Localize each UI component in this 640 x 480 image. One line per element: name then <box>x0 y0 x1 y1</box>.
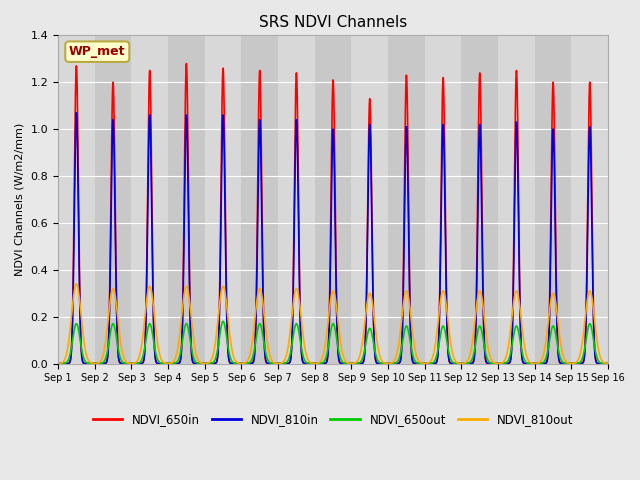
NDVI_650in <box>412 360 420 366</box>
Bar <box>425 36 461 363</box>
NDVI_650in <box>604 360 612 366</box>
Bar <box>241 36 278 363</box>
NDVI_650out <box>604 360 612 366</box>
NDVI_810in <box>384 360 392 366</box>
Y-axis label: NDVI Channels (W/m2/mm): NDVI Channels (W/m2/mm) <box>15 123 25 276</box>
NDVI_810out <box>604 360 612 366</box>
NDVI_650out <box>54 360 62 366</box>
NDVI_810in <box>465 360 472 366</box>
NDVI_650out <box>412 359 420 365</box>
NDVI_810in <box>412 360 420 366</box>
Bar <box>131 36 168 363</box>
NDVI_810out <box>154 344 162 349</box>
Text: WP_met: WP_met <box>69 45 125 58</box>
Bar <box>461 36 498 363</box>
Line: NDVI_650out: NDVI_650out <box>58 321 608 363</box>
NDVI_650out <box>384 360 392 366</box>
NDVI_810in <box>54 360 62 366</box>
NDVI_810out <box>54 360 62 366</box>
NDVI_650in <box>384 360 392 366</box>
NDVI_810out <box>384 360 392 366</box>
NDVI_650out <box>465 360 472 366</box>
NDVI_810in <box>604 360 612 366</box>
NDVI_650in <box>182 60 190 66</box>
NDVI_650out <box>264 358 272 364</box>
Bar <box>315 36 351 363</box>
NDVI_650in <box>507 357 515 363</box>
NDVI_810out <box>465 356 472 362</box>
NDVI_810in <box>264 360 272 366</box>
Bar <box>498 36 535 363</box>
Line: NDVI_810out: NDVI_810out <box>58 284 608 363</box>
NDVI_650out <box>154 358 162 363</box>
Bar <box>278 36 315 363</box>
NDVI_810out <box>72 281 80 287</box>
NDVI_650in <box>264 360 272 366</box>
Title: SRS NDVI Channels: SRS NDVI Channels <box>259 15 407 30</box>
Line: NDVI_810in: NDVI_810in <box>58 113 608 363</box>
NDVI_650out <box>220 318 227 324</box>
NDVI_650in <box>465 360 472 366</box>
Bar <box>351 36 388 363</box>
Bar <box>205 36 241 363</box>
NDVI_650in <box>54 360 62 366</box>
NDVI_810out <box>412 350 420 356</box>
Bar <box>168 36 205 363</box>
NDVI_810in <box>72 110 80 116</box>
NDVI_810in <box>507 358 515 364</box>
NDVI_650in <box>154 360 162 366</box>
Bar <box>58 36 95 363</box>
Legend: NDVI_650in, NDVI_810in, NDVI_650out, NDVI_810out: NDVI_650in, NDVI_810in, NDVI_650out, NDV… <box>88 409 578 431</box>
Bar <box>95 36 131 363</box>
Bar <box>388 36 425 363</box>
NDVI_810out <box>507 328 515 334</box>
NDVI_810in <box>154 360 162 366</box>
Bar <box>535 36 572 363</box>
Bar <box>572 36 608 363</box>
NDVI_650out <box>507 351 515 357</box>
NDVI_810out <box>264 346 272 351</box>
Line: NDVI_650in: NDVI_650in <box>58 63 608 363</box>
